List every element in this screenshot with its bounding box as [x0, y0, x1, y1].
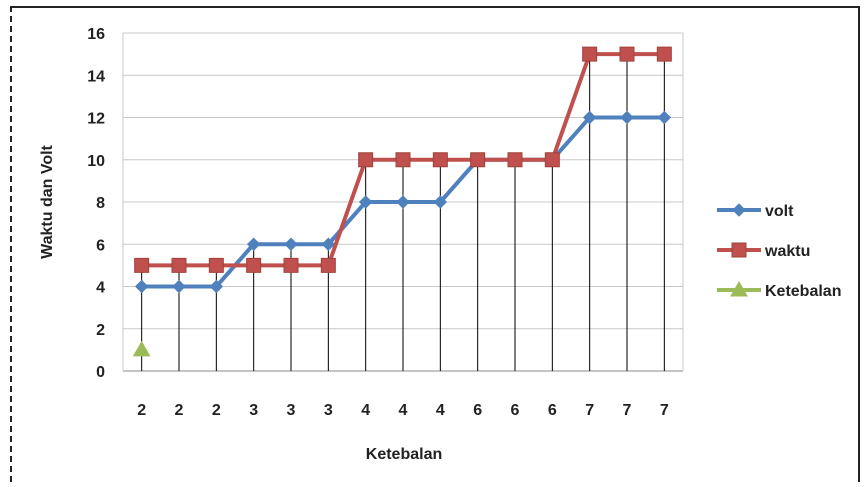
chart-frame — [10, 6, 860, 482]
y-tick-label: 10 — [87, 153, 105, 170]
legend-label: waktu — [764, 243, 810, 260]
x-tick-label: 6 — [511, 402, 520, 419]
x-tick-labels: 2 2 2 3 3 3 4 4 4 6 6 6 7 7 7 — [137, 402, 669, 419]
data-point — [507, 152, 523, 168]
data-point — [620, 110, 634, 125]
data-point — [544, 152, 560, 168]
x-tick-label: 4 — [361, 402, 370, 419]
x-tick-label: 3 — [324, 402, 333, 419]
data-point — [432, 152, 448, 168]
data-point — [172, 279, 186, 294]
data-point — [470, 152, 486, 168]
x-tick-label: 3 — [249, 402, 258, 419]
legend-label: Ketebalan — [765, 283, 841, 300]
data-point — [730, 280, 748, 297]
data-point — [395, 152, 411, 168]
data-point — [246, 237, 261, 251]
series-group — [132, 46, 672, 357]
data-point — [284, 237, 298, 251]
data-point — [209, 279, 224, 294]
series-volt — [134, 110, 672, 294]
data-point — [320, 257, 336, 273]
y-tick-label: 12 — [87, 111, 105, 128]
y-tick-label: 8 — [96, 195, 105, 212]
data-point — [582, 46, 598, 62]
data-point — [656, 46, 672, 62]
drop-lines — [141, 54, 665, 371]
data-point — [433, 195, 448, 209]
data-point — [396, 195, 410, 209]
data-point — [358, 195, 373, 209]
x-tick-label: 2 — [137, 402, 146, 419]
x-tick-label: 7 — [623, 402, 632, 419]
y-tick-label: 4 — [96, 280, 105, 297]
data-point — [657, 110, 672, 125]
legend: volt waktu Ketebalan — [717, 203, 841, 300]
legend-item: waktu — [717, 242, 810, 260]
data-point — [358, 152, 374, 168]
data-point — [732, 203, 746, 217]
data-point — [283, 257, 299, 273]
y-axis-title: Waktu dan Volt — [39, 144, 56, 258]
data-point — [134, 257, 150, 273]
series-waktu — [134, 46, 672, 273]
data-point — [171, 257, 187, 273]
x-axis-title: Ketebalan — [366, 446, 442, 463]
x-tick-label: 7 — [660, 402, 669, 419]
y-tick-label: 14 — [87, 68, 105, 85]
x-tick-label: 7 — [585, 402, 594, 419]
data-point — [731, 242, 747, 258]
data-point — [208, 257, 224, 273]
data-point — [619, 46, 635, 62]
x-tick-label: 4 — [399, 402, 408, 419]
legend-label: volt — [765, 203, 794, 220]
y-tick-label: 2 — [96, 322, 105, 339]
y-tick-label: 16 — [87, 26, 105, 43]
x-tick-label: 6 — [548, 402, 557, 419]
y-tick-label: 0 — [96, 364, 105, 381]
x-tick-label: 3 — [287, 402, 296, 419]
data-point — [246, 257, 262, 273]
legend-item: Ketebalan — [717, 280, 841, 300]
x-tick-label: 6 — [473, 402, 482, 419]
data-point — [321, 237, 336, 251]
x-tick-label: 4 — [436, 402, 445, 419]
series-ketebalan — [132, 340, 151, 357]
y-tick-label: 6 — [96, 237, 105, 254]
data-point — [134, 279, 149, 294]
data-point — [132, 340, 151, 357]
data-point — [582, 110, 597, 125]
x-tick-label: 2 — [175, 402, 184, 419]
legend-item: volt — [717, 203, 794, 220]
y-tick-labels: 0 2 4 6 8 10 12 14 16 — [87, 26, 105, 381]
x-tick-label: 2 — [212, 402, 221, 419]
